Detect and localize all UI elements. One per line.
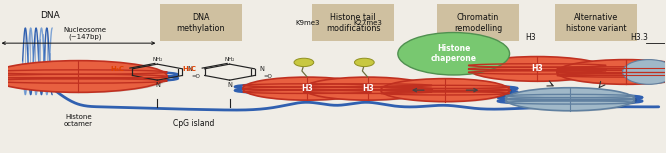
Ellipse shape (398, 33, 509, 75)
Ellipse shape (559, 61, 666, 85)
Text: N: N (155, 82, 160, 88)
Text: N: N (188, 66, 192, 72)
Ellipse shape (508, 89, 637, 112)
Text: NH₂: NH₂ (152, 57, 163, 62)
Text: Histone
chaperone: Histone chaperone (431, 44, 477, 63)
Ellipse shape (384, 80, 512, 103)
Text: H₃C: H₃C (111, 66, 125, 72)
FancyBboxPatch shape (555, 4, 637, 41)
Ellipse shape (294, 58, 314, 67)
Text: H3: H3 (531, 64, 543, 73)
Ellipse shape (557, 60, 666, 84)
Text: H3.3: H3.3 (630, 33, 648, 42)
Ellipse shape (303, 77, 432, 100)
Text: Nucleosome
(~147bp): Nucleosome (~147bp) (63, 27, 107, 40)
Text: Histone tail
modifications: Histone tail modifications (326, 13, 380, 33)
Text: K27me3: K27me3 (353, 21, 382, 26)
Text: CpG island: CpG island (172, 119, 214, 128)
FancyBboxPatch shape (160, 4, 242, 41)
Text: N: N (227, 82, 232, 88)
Text: Histone
octamer: Histone octamer (64, 114, 93, 127)
Ellipse shape (0, 61, 167, 92)
Text: DNA
methylation: DNA methylation (176, 13, 225, 33)
FancyBboxPatch shape (312, 4, 394, 41)
Text: DNA: DNA (40, 11, 59, 20)
Text: H3: H3 (525, 33, 536, 42)
Ellipse shape (354, 58, 374, 67)
Ellipse shape (381, 79, 509, 102)
Text: =O: =O (192, 74, 200, 79)
Text: Chromatin
remodelling: Chromatin remodelling (454, 13, 502, 33)
Text: H3: H3 (362, 84, 374, 93)
FancyBboxPatch shape (437, 4, 519, 41)
Text: N: N (260, 66, 264, 72)
Text: =O: =O (264, 74, 272, 79)
Ellipse shape (306, 78, 435, 101)
Ellipse shape (623, 60, 666, 84)
Ellipse shape (505, 88, 635, 111)
Ellipse shape (0, 62, 170, 93)
Ellipse shape (471, 58, 609, 82)
Text: H3: H3 (301, 84, 313, 93)
Ellipse shape (468, 57, 606, 81)
Text: H₃C: H₃C (182, 66, 196, 72)
Text: NH₂: NH₂ (224, 57, 235, 62)
Ellipse shape (245, 78, 374, 101)
Text: Alternative
histone variant: Alternative histone variant (566, 13, 627, 33)
Ellipse shape (243, 77, 372, 100)
Text: K9me3: K9me3 (295, 21, 320, 26)
